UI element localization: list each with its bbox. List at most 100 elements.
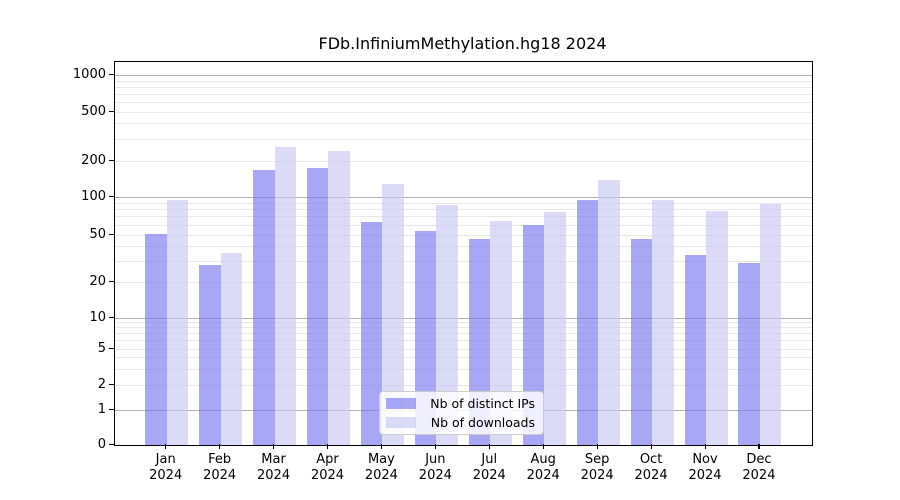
x-axis-label-year: 2024 <box>580 468 614 483</box>
gridline-minor <box>115 86 812 88</box>
x-axis-label-month: Aug <box>530 452 556 467</box>
x-axis-label-feb: Feb 2024 <box>190 452 250 484</box>
gridline-minor <box>115 224 812 226</box>
legend-item-downloads: Nb of downloads <box>386 415 535 431</box>
legend-label-distinct-ips: Nb of distinct IPs <box>430 396 535 412</box>
gridline-minor <box>115 111 812 113</box>
gridline-major <box>115 196 812 198</box>
y-axis-tick-label: 200 <box>81 152 106 168</box>
bar-downloads-nov <box>706 210 728 445</box>
bar-downloads-sep <box>598 179 620 445</box>
x-axis-label-year: 2024 <box>742 468 776 483</box>
gridline-minor <box>115 357 812 359</box>
legend: Nb of distinct IPs Nb of downloads <box>379 391 544 435</box>
gridline-minor <box>115 340 812 342</box>
bar-downloads-jul <box>490 220 512 445</box>
x-axis-tick <box>380 444 383 449</box>
bar-downloads-mar <box>274 146 297 445</box>
gridline-minor <box>115 385 812 386</box>
x-axis-label-sep: Sep 2024 <box>567 452 627 484</box>
x-axis-label-month: Jan <box>155 452 176 467</box>
bar-downloads-apr <box>328 151 350 445</box>
legend-item-distinct-ips: Nb of distinct IPs <box>386 396 535 412</box>
y-axis-tick <box>109 347 114 349</box>
y-axis-tick <box>109 384 114 386</box>
gridline-minor <box>115 322 812 324</box>
y-axis-tick <box>109 195 114 197</box>
bar-distinct-ips-nov <box>684 254 706 445</box>
legend-swatch-distinct-ips <box>386 398 416 410</box>
x-axis-label-jan: Jan 2024 <box>136 452 196 484</box>
bar-distinct-ips-jan <box>145 233 167 445</box>
bar-downloads-feb <box>220 253 243 445</box>
plot-area <box>114 61 813 446</box>
x-axis-label-month: Sep <box>584 452 610 467</box>
x-axis-tick <box>488 444 490 449</box>
x-axis-label-month: Jun <box>425 452 446 467</box>
y-axis-tick <box>109 409 114 411</box>
chart-title: FDb.InfiniumMethylation.hg18 2024 <box>318 34 607 53</box>
gridline-minor <box>115 368 812 370</box>
x-axis-label-month: Feb <box>208 452 232 467</box>
legend-label-downloads: Nb of downloads <box>430 414 535 430</box>
x-axis-label-mar: Mar 2024 <box>244 452 304 484</box>
y-axis-tick-label: 20 <box>89 273 106 289</box>
gridline-minor <box>115 101 812 103</box>
y-axis-tick <box>109 233 114 235</box>
x-axis-label-year: 2024 <box>418 468 452 483</box>
bar-distinct-ips-aug <box>522 225 545 445</box>
y-axis-tick <box>109 110 114 112</box>
x-axis-tick <box>650 444 652 449</box>
gridline-minor <box>115 216 812 218</box>
x-axis-label-year: 2024 <box>257 468 291 483</box>
gridline-major <box>115 75 812 76</box>
x-axis-tick <box>273 444 275 449</box>
gridline-minor <box>115 123 812 125</box>
gridline-minor <box>115 333 812 335</box>
x-axis-label-year: 2024 <box>364 468 398 483</box>
x-axis-label-year: 2024 <box>688 468 722 483</box>
x-axis-label-month: Mar <box>261 452 286 467</box>
x-axis-label-dec: Dec 2024 <box>729 452 789 484</box>
x-axis-tick <box>704 444 706 449</box>
bar-distinct-ips-apr <box>306 167 329 445</box>
x-axis-label-aug: Aug 2024 <box>513 452 573 484</box>
x-axis-label-year: 2024 <box>634 468 668 483</box>
gridline-minor <box>115 138 812 140</box>
y-axis-tick-label: 50 <box>89 226 106 242</box>
gridline-minor <box>115 245 812 247</box>
x-axis-label-year: 2024 <box>526 468 560 483</box>
y-axis-tick <box>109 74 114 76</box>
gridline-minor <box>115 281 812 283</box>
gridline-minor <box>115 348 812 350</box>
x-axis-label-month: Oct <box>639 452 663 467</box>
gridline-minor <box>115 80 812 82</box>
x-axis-label-nov: Nov 2024 <box>675 452 735 484</box>
x-axis-tick <box>542 444 544 449</box>
x-axis-tick <box>758 444 760 449</box>
y-axis-tick-label: 1000 <box>72 67 106 82</box>
x-axis-label-jun: Jun 2024 <box>405 452 465 484</box>
y-axis-tick <box>109 159 114 161</box>
x-axis-label-year: 2024 <box>472 468 506 483</box>
legend-swatch-downloads <box>386 416 416 428</box>
x-axis-tick <box>326 444 329 449</box>
x-axis-tick <box>165 444 167 449</box>
gridline-minor <box>115 93 812 95</box>
x-axis-label-year: 2024 <box>203 468 237 483</box>
x-axis-label-month: Apr <box>316 452 339 467</box>
gridline-minor <box>115 260 812 262</box>
x-axis-label-jul: Jul 2024 <box>459 452 519 484</box>
x-axis-label-oct: Oct 2024 <box>621 452 681 484</box>
y-axis-tick-label: 0 <box>97 436 106 452</box>
x-axis-label-year: 2024 <box>149 468 183 483</box>
gridline-minor <box>115 327 812 329</box>
bar-downloads-dec <box>759 204 782 445</box>
x-axis-label-apr: Apr 2024 <box>297 452 357 484</box>
x-axis-label-month: Nov <box>692 452 718 467</box>
bar-distinct-ips-feb <box>199 264 221 445</box>
x-axis-label-year: 2024 <box>310 468 345 483</box>
y-axis-tick <box>109 316 114 318</box>
x-axis-label-month: Jul <box>481 452 498 467</box>
